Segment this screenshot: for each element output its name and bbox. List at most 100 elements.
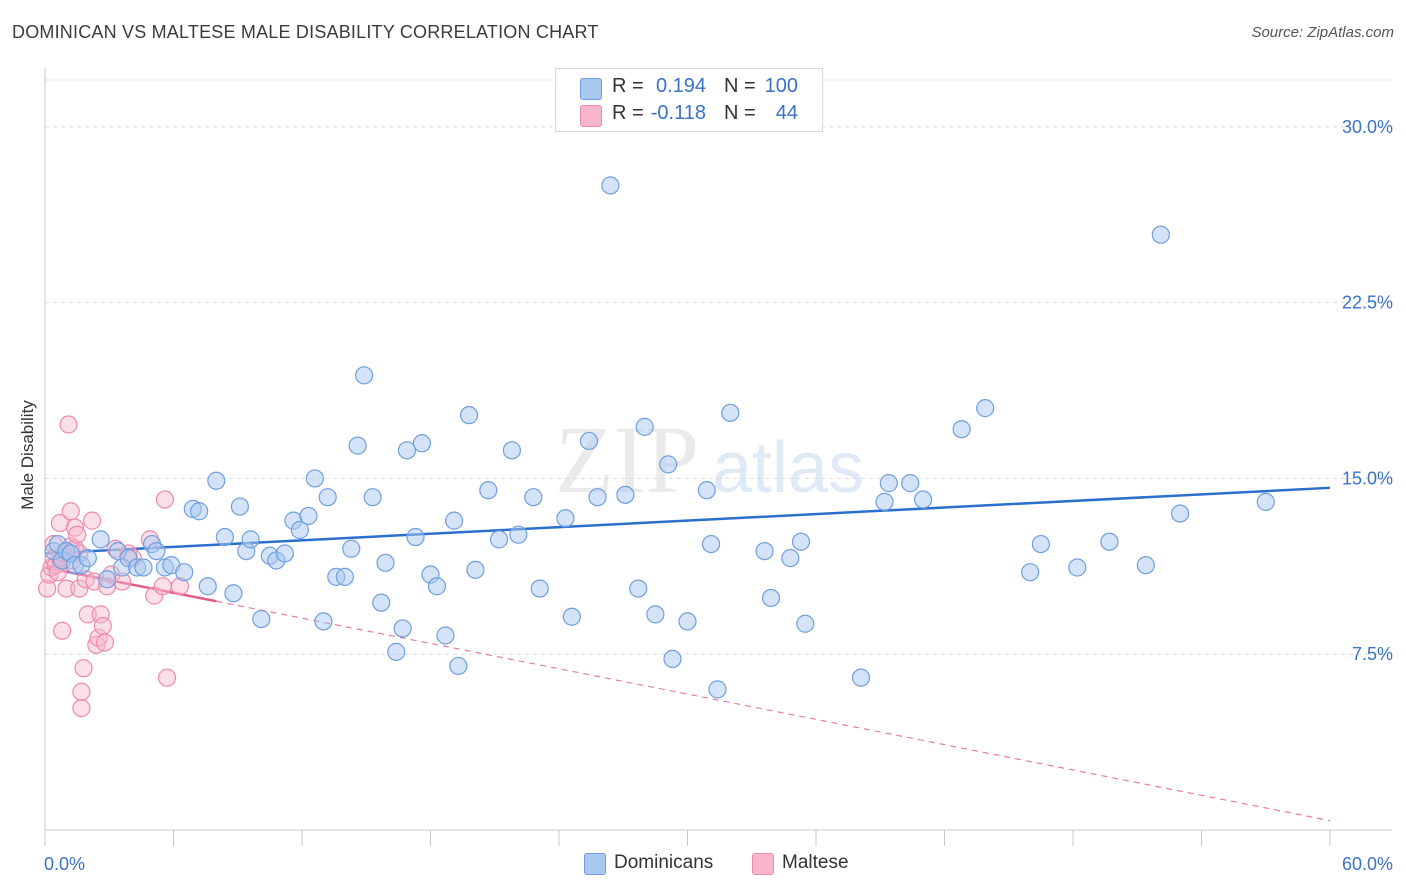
dominican-point <box>562 607 581 626</box>
dominican-point <box>796 614 815 633</box>
dominican-point <box>290 520 309 540</box>
r-value: -0.118 <box>650 102 706 124</box>
maltese-point <box>38 579 57 598</box>
chart-title: DOMINICAN VS MALTESE MALE DISABILITY COR… <box>12 22 599 42</box>
dominican-point <box>708 680 727 699</box>
tick-labels: 7.5% 15.0% 22.5% 30.0% 0.0% 60.0% <box>44 117 1393 874</box>
maltese-legend-swatch <box>752 853 774 875</box>
dominican-point <box>1031 534 1050 554</box>
maltese-point <box>61 502 80 521</box>
correlation-legend: R = 0.194 N = 100 R = -0.118 N = 44 <box>555 68 823 132</box>
maltese-point <box>70 579 89 598</box>
dominican-points <box>44 176 1275 699</box>
maltese-point <box>93 616 112 636</box>
dominican-point <box>98 570 117 589</box>
dominican-point <box>1170 504 1190 523</box>
dominican-point <box>635 417 654 436</box>
maltese-point <box>91 605 110 624</box>
dominican-point <box>335 567 354 586</box>
dominican-point <box>489 530 509 549</box>
dominican-point <box>530 579 549 598</box>
maltese-point <box>68 525 87 544</box>
dominican-point <box>588 488 607 507</box>
dominican-point <box>466 560 485 579</box>
x-tick-label-min: 0.0% <box>44 854 85 874</box>
dominican-point <box>91 530 110 549</box>
dominican-point <box>659 455 678 474</box>
series-legend: Dominicans Maltese <box>0 852 1406 878</box>
maltese-point <box>59 415 78 434</box>
source-credit: Source: ZipAtlas.com <box>1251 24 1394 41</box>
dominican-point <box>252 609 271 629</box>
dominican-point <box>372 593 391 612</box>
maltese-point <box>57 579 76 598</box>
legend-label: Dominicans <box>614 852 714 873</box>
dominican-point <box>314 612 333 631</box>
dominican-point <box>78 549 97 568</box>
dominican-point <box>629 579 648 598</box>
dominican-point <box>913 490 933 509</box>
n-value: 44 <box>775 102 798 124</box>
dominican-point <box>509 525 528 544</box>
y-tick-label: 30.0% <box>1342 117 1393 137</box>
dominican-point <box>342 539 361 558</box>
maltese-trend-extension <box>216 600 1331 822</box>
dominican-point <box>1100 532 1119 551</box>
dominican-point <box>299 506 318 526</box>
maltese-point <box>53 621 72 640</box>
maltese-point <box>72 682 91 701</box>
dominican-point <box>851 668 871 687</box>
dominican-point <box>190 502 209 521</box>
dominican-point <box>761 588 781 608</box>
y-tick-label: 15.0% <box>1342 468 1393 488</box>
dominican-point <box>348 436 367 455</box>
dominican-point <box>397 441 417 460</box>
dominican-point <box>393 619 412 638</box>
dominican-point <box>275 544 294 563</box>
y-tick-label: 7.5% <box>1352 644 1393 664</box>
dominican-point <box>224 584 243 603</box>
maltese-point <box>65 518 85 537</box>
dominican-point <box>976 399 995 418</box>
dominican-point <box>412 434 432 453</box>
maltese-swatch <box>580 105 602 127</box>
dominican-point <box>556 509 575 528</box>
dominican-point <box>502 441 521 460</box>
dominican-point <box>406 527 425 547</box>
maltese-point <box>95 633 115 652</box>
dominican-point <box>875 492 894 511</box>
dominican-point <box>147 541 166 561</box>
dominican-point <box>459 406 479 425</box>
dominican-point <box>215 527 234 547</box>
dominican-point <box>134 558 153 577</box>
dominican-point <box>755 541 774 561</box>
dominican-point <box>198 577 217 596</box>
maltese-point <box>83 511 102 530</box>
n-value: 100 <box>764 75 798 97</box>
dominican-point <box>207 471 226 490</box>
maltese-point <box>155 490 175 509</box>
grid-layer <box>45 79 1392 655</box>
dominican-point <box>318 488 337 507</box>
dominicans-swatch <box>580 78 602 100</box>
dominicans-trend-line <box>44 486 1331 555</box>
dominican-point <box>355 366 374 385</box>
legend-row-maltese: R = -0.118 N = 44 <box>556 102 822 130</box>
dominican-point <box>701 534 721 554</box>
maltese-point <box>153 577 172 596</box>
dominican-point <box>901 474 920 493</box>
dominican-point <box>1021 563 1040 582</box>
dominican-point <box>363 488 382 507</box>
dominican-point <box>781 549 800 568</box>
dominicans-legend-swatch <box>584 853 606 875</box>
legend-row-dominicans: R = 0.194 N = 100 <box>556 75 822 103</box>
dominican-point <box>697 481 716 500</box>
dominican-point <box>1256 492 1275 511</box>
dominican-point <box>241 530 260 549</box>
dominican-point <box>646 605 665 624</box>
n-label: N = <box>724 102 756 124</box>
dominican-point <box>721 403 740 422</box>
dominican-point <box>444 511 464 530</box>
dominican-point <box>601 176 620 195</box>
